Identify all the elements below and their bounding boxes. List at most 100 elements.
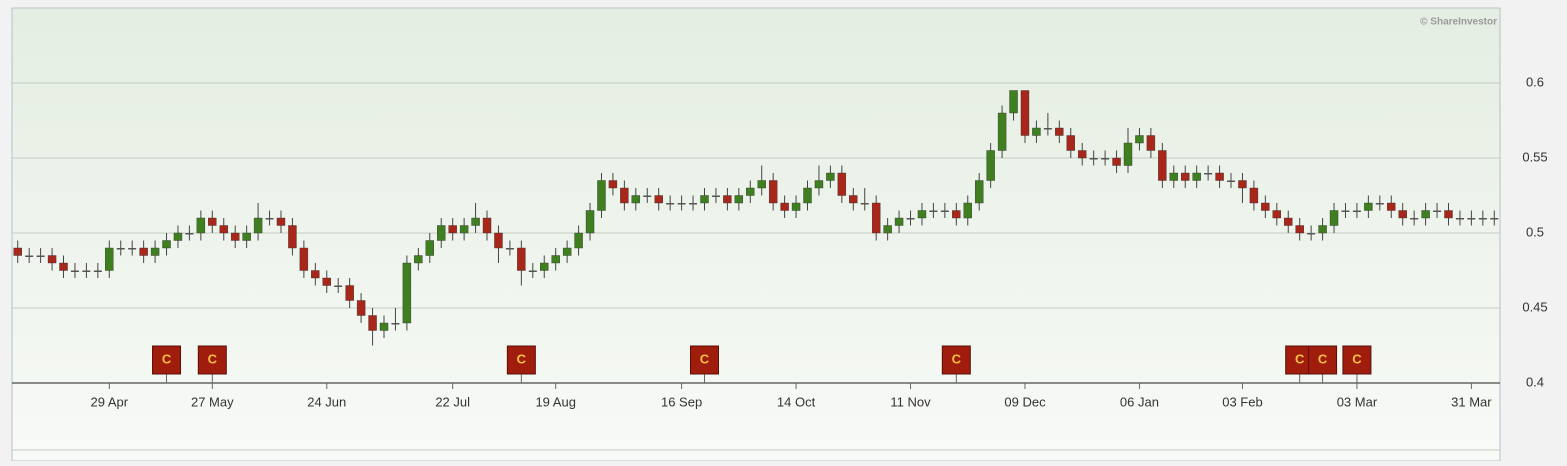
candle-body — [82, 270, 91, 272]
candle-body — [1433, 210, 1442, 212]
candle-body — [768, 180, 778, 204]
x-tick-label: 22 Jul — [435, 394, 470, 409]
candle-body — [1410, 218, 1419, 220]
candle-body — [505, 248, 514, 250]
candle-body — [276, 217, 286, 226]
candle-body — [1398, 210, 1407, 219]
candle-body — [334, 285, 343, 287]
x-tick-label: 31 Mar — [1451, 394, 1492, 409]
candle-body — [59, 262, 68, 271]
candle-body — [208, 217, 217, 226]
candle-body — [1135, 135, 1144, 144]
candle-body — [36, 255, 45, 257]
candle-body — [47, 255, 57, 264]
y-tick-label: 0.4 — [1526, 374, 1544, 389]
candle-body — [528, 270, 537, 272]
candle-body — [185, 233, 194, 235]
event-marker — [941, 345, 971, 375]
y-tick-label: 0.5 — [1526, 224, 1544, 239]
candle-body — [1467, 218, 1476, 220]
event-label: C — [1352, 351, 1362, 366]
candle-body — [1478, 218, 1487, 220]
candle-body — [242, 232, 251, 241]
candle-body — [826, 172, 835, 181]
x-tick-label: 29 Apr — [90, 394, 128, 409]
x-tick-label: 16 Sep — [661, 394, 702, 409]
candle-body — [1490, 218, 1499, 220]
candle-body — [814, 180, 824, 189]
candle-body — [1387, 202, 1396, 211]
candle-body — [379, 322, 389, 331]
candle-body — [585, 210, 595, 234]
event-label: C — [208, 351, 218, 366]
candle-body — [711, 195, 720, 197]
candle-body — [929, 210, 938, 212]
candle-body — [139, 247, 148, 256]
candle-body — [1112, 157, 1121, 166]
candle-body — [677, 203, 686, 205]
event-label: C — [517, 351, 527, 366]
event-marker — [506, 345, 536, 375]
candle-body — [288, 225, 297, 249]
candle-body — [345, 285, 354, 301]
candle-body — [1043, 128, 1052, 130]
candle-body — [608, 180, 618, 189]
candle-body — [1284, 217, 1293, 226]
candle-body — [1066, 135, 1075, 151]
candle-body — [1032, 127, 1041, 136]
event-label: C — [952, 351, 962, 366]
candle-body — [952, 210, 961, 219]
event-marker — [152, 345, 182, 375]
candle-body — [391, 323, 400, 325]
y-tick-label: 0.45 — [1522, 299, 1547, 314]
x-tick-label: 27 May — [191, 394, 234, 409]
candle-body — [1078, 150, 1087, 159]
event-label: C — [700, 351, 710, 366]
candle-body — [482, 217, 492, 234]
candle-body — [780, 202, 789, 211]
event-marker — [689, 345, 719, 375]
candle-body — [1169, 172, 1178, 181]
candle-body — [1444, 210, 1453, 219]
candle-body — [1009, 90, 1018, 114]
x-tick-label: 09 Dec — [1004, 394, 1046, 409]
candle-body — [1089, 158, 1098, 160]
candle-body — [1318, 225, 1327, 234]
candle-body — [757, 180, 766, 189]
candle-body — [849, 195, 858, 204]
candle-body — [1146, 135, 1156, 151]
candle-body — [540, 262, 549, 271]
candle-body — [1227, 180, 1236, 182]
event-marker — [1342, 345, 1372, 375]
event-label: C — [1295, 351, 1305, 366]
candle-body — [1307, 233, 1316, 235]
x-tick-label: 03 Mar — [1337, 394, 1378, 409]
candle-body — [322, 277, 331, 286]
candle-body — [1375, 203, 1384, 205]
candle-body — [1421, 210, 1430, 219]
candle-body — [1295, 225, 1304, 234]
candle-body — [253, 217, 263, 234]
candle-body — [1181, 172, 1190, 181]
event-label: C — [1318, 351, 1328, 366]
candle-body — [471, 217, 480, 226]
candle-body — [1192, 172, 1201, 181]
candle-body — [1364, 202, 1373, 211]
candle-body — [448, 225, 457, 234]
candle-body — [1238, 180, 1247, 189]
event-marker — [197, 345, 227, 375]
candle-body — [1020, 90, 1030, 136]
candle-body — [425, 240, 434, 256]
candle-body — [230, 232, 240, 241]
candle-body — [883, 225, 892, 234]
candle-body — [620, 187, 629, 204]
candle-body — [689, 203, 698, 205]
candle-body — [906, 218, 915, 220]
x-tick-label: 14 Oct — [777, 394, 816, 409]
candle-body — [299, 247, 309, 271]
candle-body — [1272, 210, 1282, 219]
candle-body — [116, 248, 125, 250]
candle-body — [173, 232, 183, 241]
candle-body — [837, 172, 847, 196]
